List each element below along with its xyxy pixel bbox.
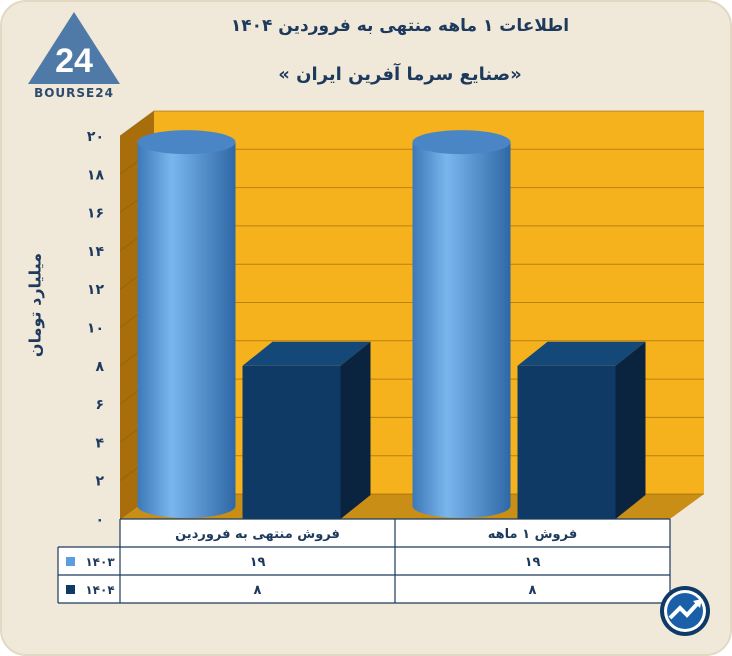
legend-label: ۱۴۰۳ — [85, 555, 115, 569]
legend-label: ۱۴۰۴ — [85, 583, 114, 597]
bar-1404-front — [242, 365, 341, 519]
gridline — [119, 110, 704, 137]
legend-swatch-1 — [66, 585, 75, 594]
bourse24-logo-icon: 24 — [28, 12, 120, 84]
y-tick-label: ۸ — [95, 359, 104, 375]
bar-1404-top — [242, 341, 371, 366]
legend-swatch-0 — [66, 557, 75, 566]
bar-1403-cylinder — [412, 142, 511, 518]
category-label: فروش منتهی به فروردین — [175, 527, 340, 542]
trend-arrow-logo-icon — [660, 586, 710, 636]
bar-1403-cylinder — [137, 142, 236, 518]
y-tick-label: ۱۶ — [87, 206, 104, 222]
table-value: ۸ — [254, 583, 262, 598]
chart-subtitle: «صنایع سرما آفرین ایران » — [278, 64, 522, 85]
y-tick-label: ۲۰ — [87, 129, 104, 145]
y-tick-label: ۴ — [95, 435, 104, 451]
y-tick-label: ۶ — [95, 397, 104, 413]
logo-text: BOURSE24 — [34, 86, 114, 100]
y-tick-label: ۱۸ — [87, 167, 105, 183]
bar-1404-side — [340, 341, 371, 519]
category-label: فروش ۱ ماهه — [488, 527, 577, 542]
bar-1403-cylinder-top — [412, 130, 511, 155]
y-tick-label: ۱۴ — [87, 244, 105, 260]
y-tick-label: ۱۰ — [87, 321, 104, 337]
bar-1404-front — [517, 365, 616, 519]
table-value: ۸ — [529, 583, 537, 598]
bar-1404-top — [517, 341, 646, 366]
bar-1404-side — [615, 341, 646, 519]
y-tick-label: ۱۲ — [87, 282, 105, 298]
table-value: ۱۹ — [525, 555, 541, 570]
y-tick-label: ۲ — [95, 474, 104, 490]
table-value: ۱۹ — [250, 555, 266, 570]
y-tick-label: ۰ — [95, 512, 104, 528]
svg-text:24: 24 — [55, 42, 93, 80]
bar-1403-cylinder-top — [137, 130, 236, 155]
chart-title: اطلاعات ۱ ماهه منتهی به فروردین ۱۴۰۴ — [230, 16, 570, 36]
